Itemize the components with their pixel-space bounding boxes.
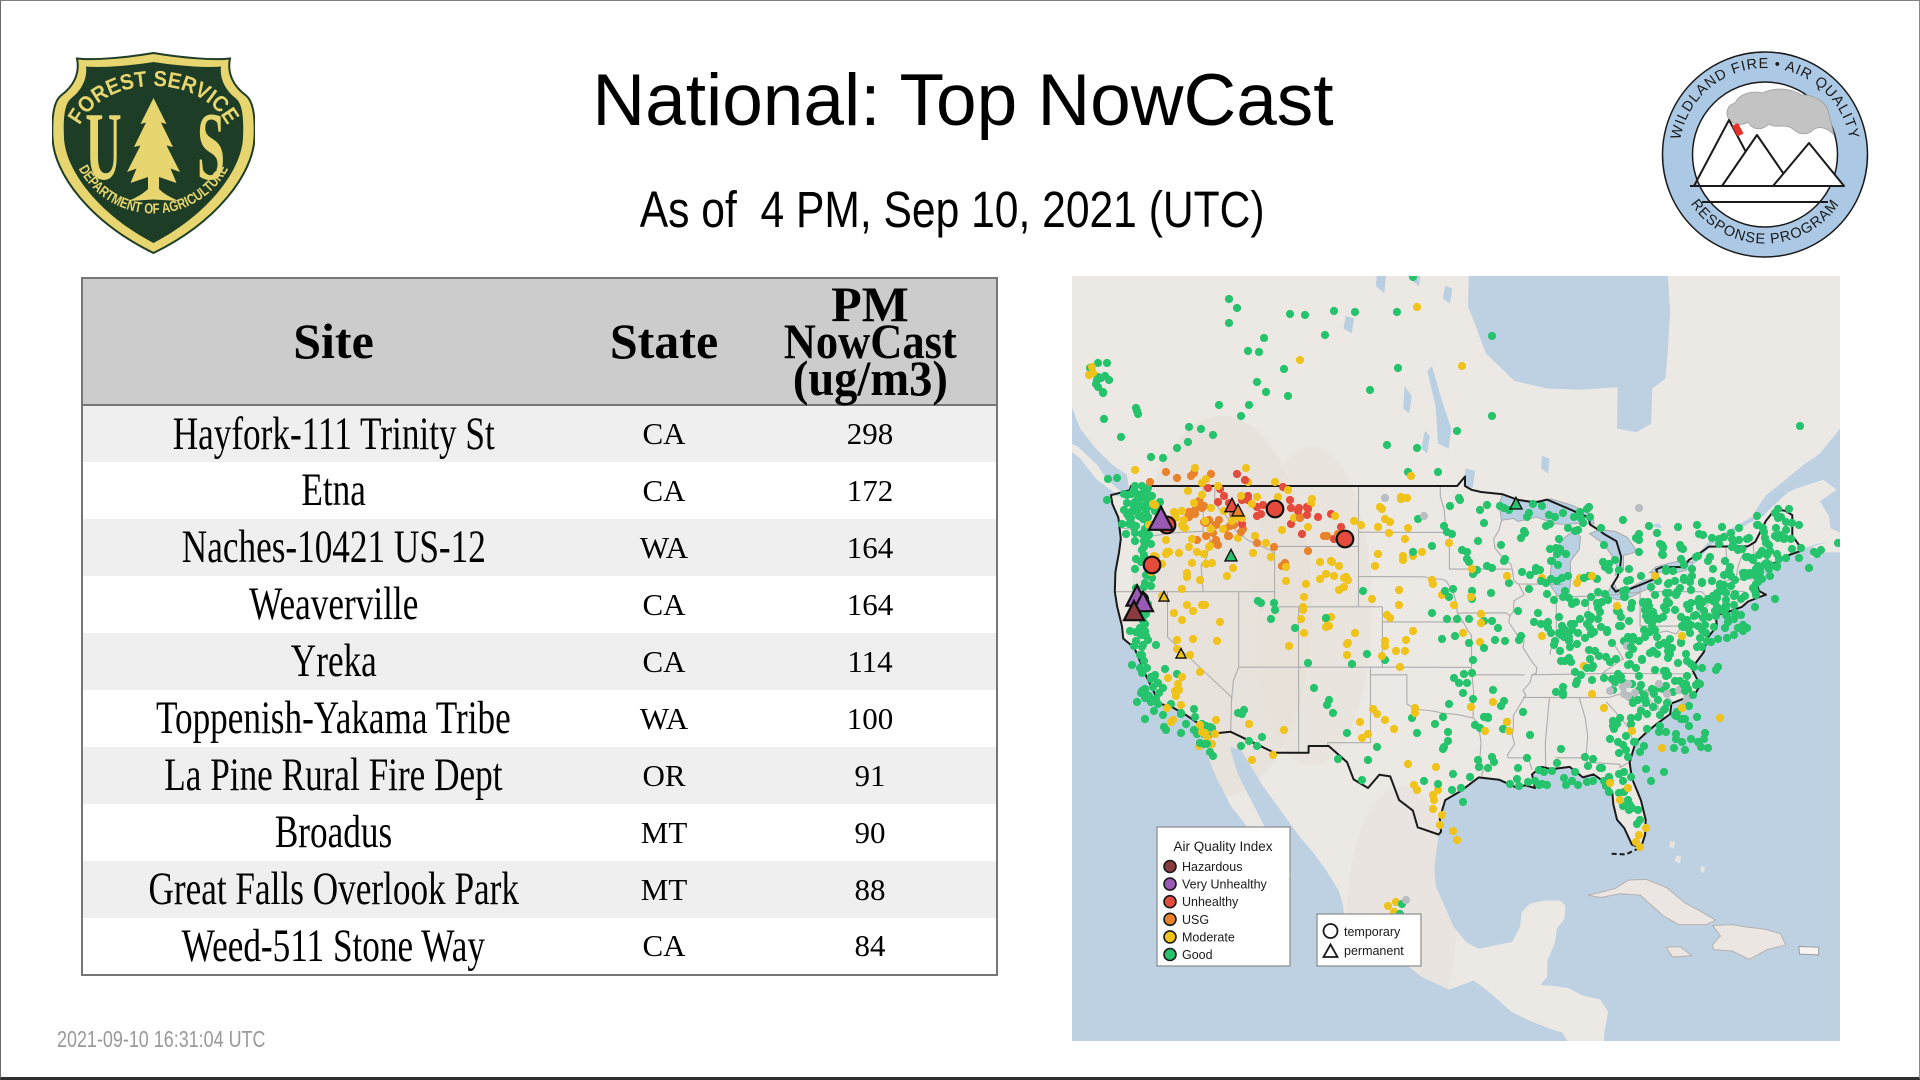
svg-text:USG: USG bbox=[1182, 913, 1209, 927]
svg-text:U: U bbox=[85, 92, 121, 200]
svg-text:Good: Good bbox=[1182, 948, 1213, 962]
svg-text:permanent: permanent bbox=[1344, 944, 1404, 958]
svg-text:temporary: temporary bbox=[1344, 925, 1401, 939]
svg-text:Moderate: Moderate bbox=[1182, 930, 1235, 944]
svg-text:Unhealthy: Unhealthy bbox=[1182, 895, 1239, 909]
svg-text:Very Unhealthy: Very Unhealthy bbox=[1182, 878, 1268, 892]
svg-text:S: S bbox=[197, 92, 225, 200]
svg-text:Air Quality Index: Air Quality Index bbox=[1173, 839, 1272, 854]
svg-text:Hazardous: Hazardous bbox=[1182, 860, 1242, 874]
